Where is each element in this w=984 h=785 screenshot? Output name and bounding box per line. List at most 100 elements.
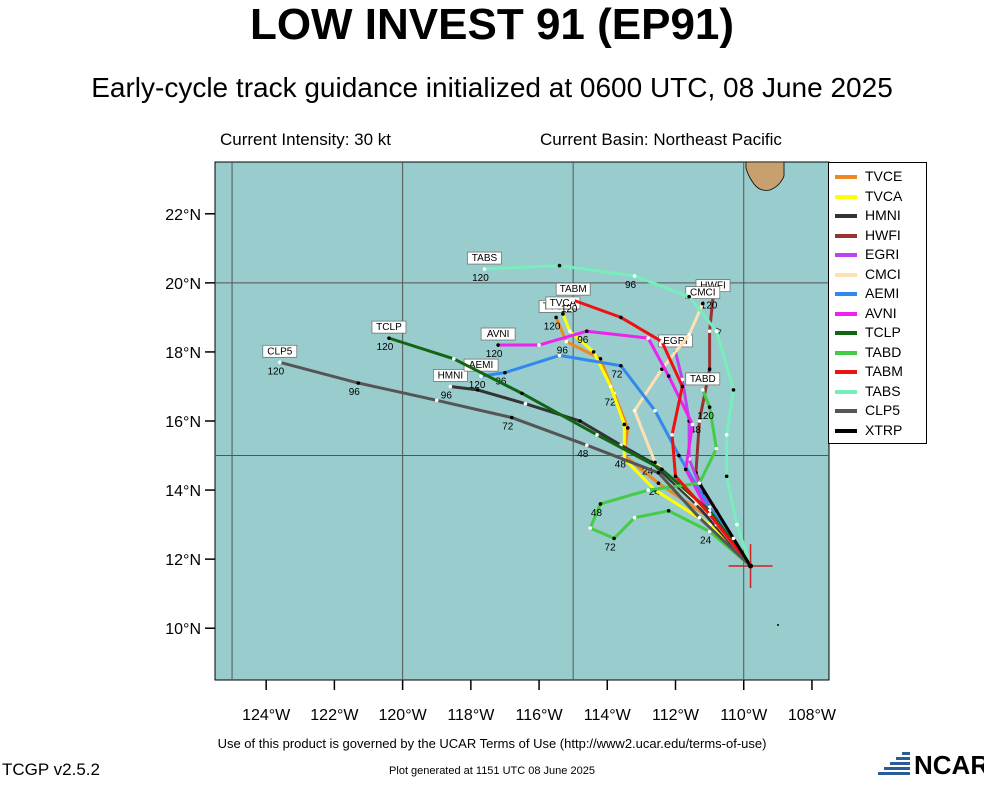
track-end-label: CLP5	[267, 346, 292, 357]
track-point	[666, 508, 671, 513]
forecast-hour-label: 120	[472, 273, 489, 284]
legend-label: XTRP	[865, 421, 903, 438]
storm-center	[748, 563, 754, 569]
forecast-hour-label: 120	[544, 321, 561, 332]
track-end-label: HMNI	[438, 370, 464, 381]
lat-label: 12°N	[165, 552, 201, 569]
track-point	[707, 529, 712, 534]
lon-label: 114°W	[584, 707, 632, 724]
lon-label: 110°W	[720, 707, 768, 724]
track-end-label-box	[685, 372, 721, 386]
track-point	[619, 315, 623, 320]
track-end-label-box	[467, 251, 502, 265]
track-point	[656, 471, 661, 475]
lat-label: 18°N	[165, 345, 201, 362]
legend-swatch	[835, 389, 857, 394]
forecast-hour-label: 72	[605, 397, 617, 408]
lon-label: 108°W	[788, 707, 837, 724]
track-point	[564, 339, 569, 344]
page-subtitle: Early-cycle track guidance initialized a…	[91, 72, 893, 103]
track-end-label: AVNI	[487, 329, 510, 340]
track-point	[482, 267, 487, 271]
legend-label: AVNI	[865, 304, 897, 321]
track-point	[687, 332, 691, 337]
track-point	[673, 474, 678, 479]
track-point	[632, 408, 637, 413]
track-point	[578, 419, 582, 423]
forecast-hour-label: 48	[577, 449, 589, 460]
track-end-label: TABM	[560, 284, 587, 295]
track-point	[356, 381, 361, 385]
track-point	[656, 481, 661, 485]
lon-label: 112°W	[652, 707, 700, 724]
track-point	[683, 467, 688, 472]
legend-label: CMCI	[865, 265, 901, 282]
current-basin: Current Basin: Northeast Pacific	[540, 130, 782, 149]
track-point	[622, 422, 627, 427]
track-point	[731, 388, 736, 392]
legend-label: TABD	[865, 343, 902, 360]
land-baja	[745, 161, 785, 191]
track-end-label-box	[371, 320, 407, 334]
legend-swatch	[835, 350, 857, 355]
track-point	[714, 446, 719, 451]
track-point	[571, 298, 575, 302]
track-point	[680, 384, 685, 389]
lon-label: 116°W	[516, 707, 564, 724]
track-point	[697, 419, 702, 423]
ncar-logo: NCAR	[872, 748, 984, 780]
track-point	[707, 367, 712, 372]
forecast-hour-label: 120	[267, 366, 284, 377]
track-point	[598, 357, 603, 361]
forecast-hour-label: 96	[577, 335, 589, 346]
track-point	[567, 329, 572, 334]
track-point	[475, 388, 480, 392]
track-point	[619, 363, 623, 368]
forecast-hour-label: 120	[469, 380, 486, 391]
track-point	[687, 294, 691, 299]
legend-label: TVCE	[865, 168, 903, 184]
legend-swatch	[835, 428, 857, 433]
track-point	[557, 263, 562, 268]
track-point	[387, 336, 391, 340]
legend-label: TVCA	[865, 187, 903, 204]
track-hmni	[450, 384, 752, 568]
track-end-label: AEMI	[469, 360, 493, 371]
page-title: LOW INVEST 91 (EP91)	[249, 0, 735, 49]
terms-of-use: Use of this product is governed by the U…	[217, 736, 767, 751]
legend-swatch	[835, 331, 857, 335]
track-point	[707, 405, 712, 409]
track-point	[660, 467, 664, 472]
track-point	[520, 391, 524, 396]
track-point	[561, 312, 565, 316]
forecast-hour-label: 24	[700, 536, 712, 547]
track-point	[660, 367, 664, 372]
track-tabd	[588, 389, 752, 568]
forecast-hour-label: 120	[701, 301, 718, 312]
legend-swatch	[835, 233, 857, 238]
track-end-label-box	[480, 327, 516, 341]
track-end-label: HWFI	[700, 281, 726, 292]
forecast-hour-label: 48	[591, 508, 603, 519]
track-tabs	[484, 264, 752, 567]
legend-label: AEMI	[865, 285, 900, 301]
lat-label: 14°N	[165, 483, 201, 500]
track-tabm	[572, 298, 752, 567]
track-point	[434, 398, 439, 403]
track-point	[509, 415, 514, 420]
legend-label: HWFI	[865, 226, 901, 243]
legend-swatch	[835, 253, 857, 257]
legend-swatch	[835, 214, 857, 218]
track-end-label: TABD	[690, 374, 716, 385]
legend-swatch	[835, 311, 857, 316]
track-point	[690, 422, 695, 427]
track-point	[523, 401, 528, 406]
track-point	[503, 370, 507, 375]
track-end-label: TVCA	[550, 298, 577, 309]
track-end-label: EGRI	[663, 336, 687, 347]
track-point	[554, 315, 558, 320]
ncar-logo-text: NCAR	[914, 750, 984, 780]
track-xtrp	[698, 482, 752, 567]
track-point	[714, 508, 719, 513]
track-point	[588, 526, 593, 530]
